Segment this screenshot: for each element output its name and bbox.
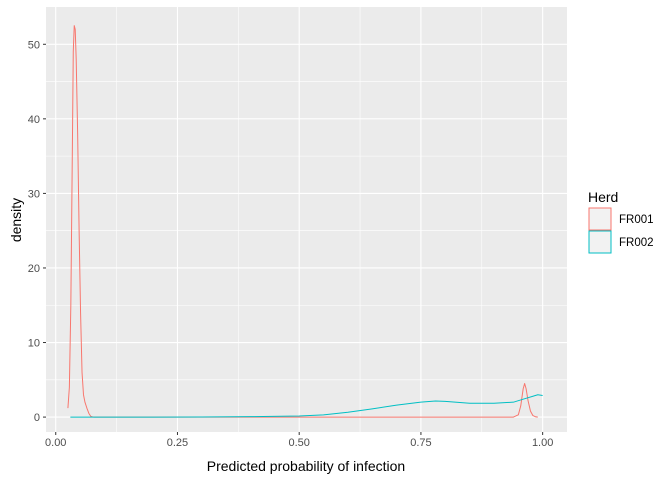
- y-tick-label: 10: [28, 338, 40, 350]
- legend-key-fr001: [588, 207, 612, 231]
- x-axis: 0.00 0.25 0.50 0.75 1.00: [45, 432, 553, 449]
- legend-label-fr001: FR001: [619, 214, 654, 226]
- legend-title: Herd: [588, 189, 618, 205]
- legend: Herd FR001 FR002: [588, 189, 654, 254]
- x-tick-label: 0.75: [410, 437, 431, 449]
- panel-background: [46, 7, 567, 432]
- legend-label-fr002: FR002: [619, 237, 654, 249]
- x-tick-label: 1.00: [532, 437, 553, 449]
- x-tick-label: 0.25: [167, 437, 188, 449]
- y-tick-label: 0: [34, 412, 40, 424]
- major-gridlines: [46, 7, 567, 432]
- y-tick-label: 30: [28, 188, 40, 200]
- series-line-fr002: [70, 394, 543, 418]
- y-axis: 0 10 20 30 40 50: [28, 39, 46, 424]
- series-line-fr001: [67, 25, 538, 418]
- y-tick-label: 40: [28, 114, 40, 126]
- y-axis-title: density: [8, 198, 24, 242]
- x-tick-label: 0.50: [288, 437, 309, 449]
- y-tick-label: 50: [28, 39, 40, 51]
- density-series: [67, 25, 543, 418]
- x-tick-label: 0.00: [45, 437, 66, 449]
- minor-gridlines: [46, 7, 567, 432]
- legend-key-fr002: [588, 230, 612, 254]
- y-tick-label: 20: [28, 263, 40, 275]
- x-axis-title: Predicted probability of infection: [207, 458, 405, 474]
